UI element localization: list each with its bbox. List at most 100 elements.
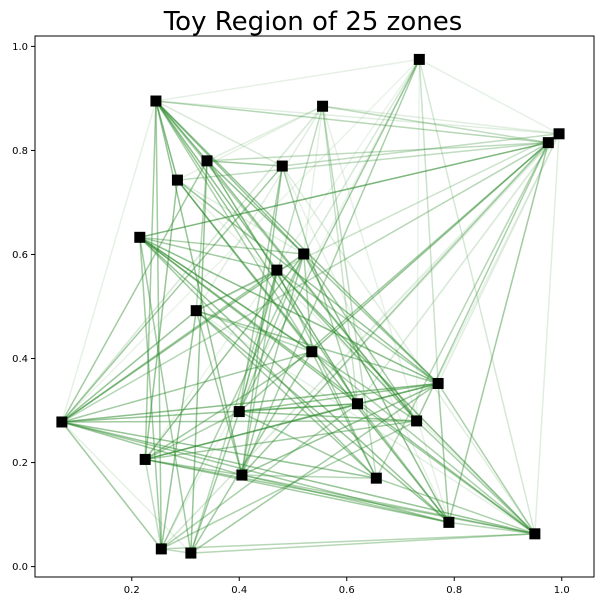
edge-line: [195, 105, 324, 312]
edge-line: [241, 474, 536, 535]
edge-line: [311, 351, 536, 535]
edge-line: [155, 100, 243, 476]
edge-line: [144, 58, 420, 460]
edge-line: [155, 100, 305, 255]
edge-line: [418, 59, 439, 384]
edge-line: [276, 269, 377, 479]
zone-marker-24: [155, 543, 167, 555]
edge-line: [195, 310, 377, 479]
edge-line: [177, 105, 323, 181]
edge-line: [61, 310, 197, 423]
zone-marker-21: [370, 472, 382, 484]
y-tick-label: 0.6: [12, 250, 28, 261]
zone-marker-11: [271, 264, 283, 276]
edge-line: [238, 106, 324, 412]
edge-line: [190, 411, 240, 554]
edge-line: [190, 160, 208, 554]
edge-line: [241, 165, 283, 476]
edge-line: [195, 269, 278, 312]
edge-line: [321, 106, 450, 523]
zone-marker-17: [56, 416, 68, 428]
edge-line: [238, 59, 420, 412]
edge-line: [416, 420, 536, 535]
edge-line: [534, 133, 560, 534]
edge-line: [139, 236, 439, 385]
edge-line: [155, 100, 313, 353]
zone-marker-23: [529, 528, 541, 540]
x-tick-label: 0.8: [446, 585, 462, 596]
edge-line: [61, 269, 278, 423]
edge-line: [239, 403, 358, 413]
edge-line: [160, 142, 549, 550]
edge-line: [356, 133, 560, 405]
edge-line: [437, 133, 560, 384]
y-tick-label: 0.4: [12, 354, 28, 365]
edge-line: [282, 133, 560, 167]
plot-frame: [34, 35, 595, 578]
edge-line: [281, 165, 536, 535]
edge-line: [415, 133, 560, 422]
x-tick-label: 0.4: [231, 585, 247, 596]
edge-line: [239, 410, 417, 422]
edge-line: [437, 383, 536, 535]
edge-line: [176, 179, 313, 353]
edge-line: [139, 237, 163, 549]
edge-line: [238, 165, 283, 412]
edge-line: [61, 420, 417, 423]
edge-line: [190, 533, 535, 554]
edge-line: [61, 382, 439, 423]
zone-marker-15: [352, 398, 363, 410]
edge-line: [145, 458, 243, 476]
edge-line: [206, 160, 305, 255]
edge-line: [61, 421, 192, 554]
edge-line: [61, 421, 243, 476]
edge-line: [61, 421, 377, 479]
x-axis: 0.2 0.4 0.6 0.8 1.0: [124, 577, 570, 596]
edge-line: [144, 101, 157, 460]
edge-line: [155, 100, 560, 135]
edge-line: [303, 59, 420, 255]
edge-line: [415, 142, 549, 422]
edge-line: [418, 58, 560, 135]
edge-line: [206, 141, 549, 162]
zone-marker-7: [171, 174, 183, 186]
zone-marker-20: [236, 469, 248, 481]
y-axis: 0.0 0.2 0.4 0.6 0.8 1.0: [12, 42, 35, 573]
zone-marker-10: [298, 248, 310, 260]
edge-line: [160, 59, 420, 550]
zone-marker-2: [317, 100, 329, 112]
edge-line: [155, 101, 163, 549]
edge-line: [238, 410, 377, 479]
edge-line: [139, 141, 549, 239]
edge-line: [155, 100, 549, 144]
edge-line: [160, 133, 560, 550]
edge-line: [190, 351, 313, 554]
edge-line: [176, 179, 536, 535]
edge-line: [61, 421, 450, 524]
edge-line: [139, 236, 304, 255]
edge-line: [418, 59, 536, 535]
edge-line: [145, 420, 417, 461]
edge-line: [176, 179, 439, 385]
edge-line: [195, 310, 536, 535]
edge-line: [322, 105, 560, 135]
edge-line: [139, 141, 549, 239]
x-tick-label: 1.0: [554, 585, 570, 596]
edge-line: [375, 142, 549, 479]
edge-line: [155, 100, 208, 162]
edge-line: [144, 410, 240, 461]
edge-line: [155, 100, 439, 385]
edge-line: [61, 253, 305, 423]
edge-line: [61, 421, 536, 535]
y-tick-label: 0.2: [12, 458, 28, 469]
edge-line: [376, 477, 536, 535]
edge-line: [238, 253, 305, 412]
edge-line: [281, 165, 450, 523]
edge-line: [241, 253, 305, 476]
edge-line: [357, 403, 536, 535]
edge-line: [61, 165, 283, 423]
edge-line: [356, 403, 450, 523]
edge-line: [160, 420, 417, 550]
zone-marker-16: [233, 406, 245, 418]
